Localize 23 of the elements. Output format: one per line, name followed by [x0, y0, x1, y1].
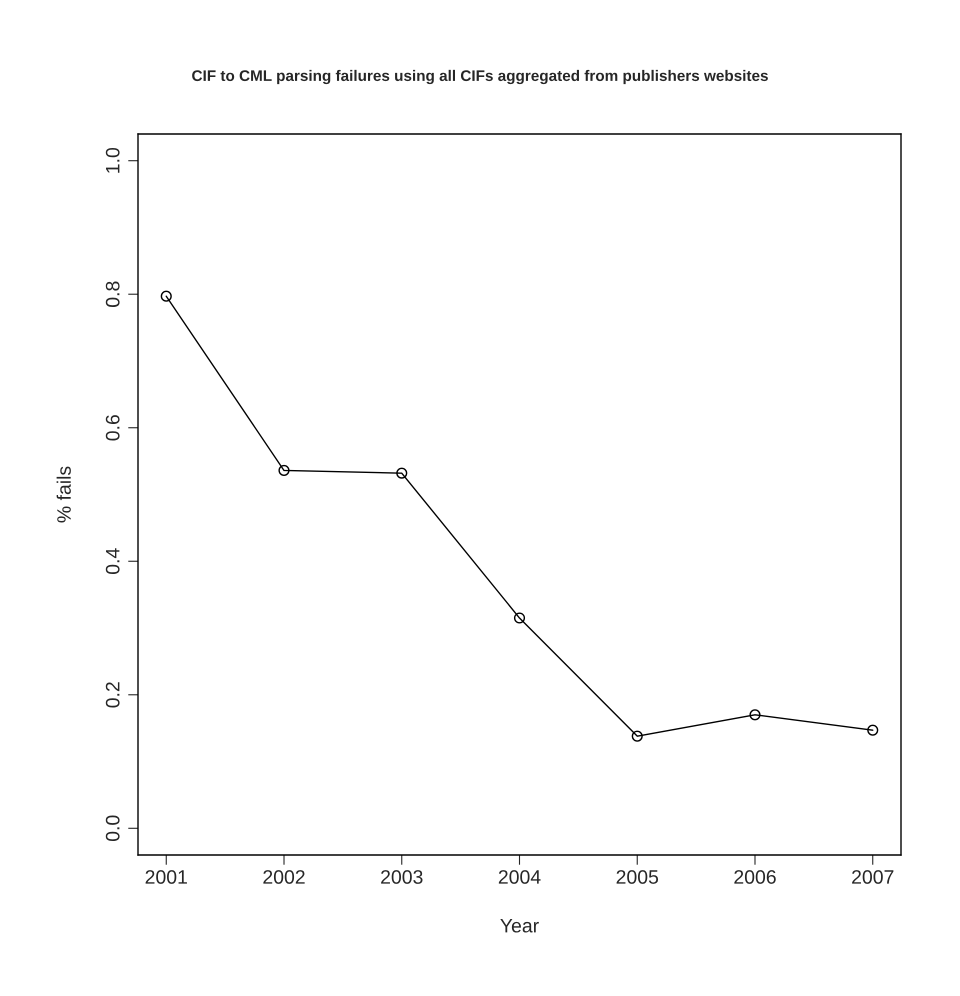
- y-tick-label: 1.0: [106, 148, 120, 173]
- y-tick-label: 0.4: [106, 548, 120, 574]
- point: [278, 464, 290, 476]
- point: [749, 709, 761, 720]
- point: [514, 612, 526, 624]
- chart-title: CIF to CML parsing failures using all CIFs aggregated from publishers websites: [192, 70, 768, 84]
- x-tick-label: 2005: [616, 870, 658, 884]
- y-tick-label: 0.6: [106, 415, 120, 440]
- y-tick-label: 0.0: [106, 816, 120, 842]
- point: [632, 730, 643, 742]
- x-tick-label: 2003: [381, 870, 423, 884]
- x-tick-label: 2002: [263, 870, 305, 884]
- y-tick-label: 0.8: [106, 282, 120, 307]
- x-tick-label: 2004: [498, 870, 541, 884]
- point: [160, 290, 172, 302]
- y-axis-title: % fails: [56, 466, 71, 522]
- point: [396, 468, 408, 479]
- x-tick-label: 2007: [852, 870, 894, 884]
- x-tick-label: 2006: [734, 870, 776, 884]
- x-axis-title: Year: [500, 918, 539, 933]
- x-tick-label: 2001: [146, 870, 187, 884]
- y-tick-label: 0.2: [106, 682, 120, 708]
- point: [867, 724, 878, 736]
